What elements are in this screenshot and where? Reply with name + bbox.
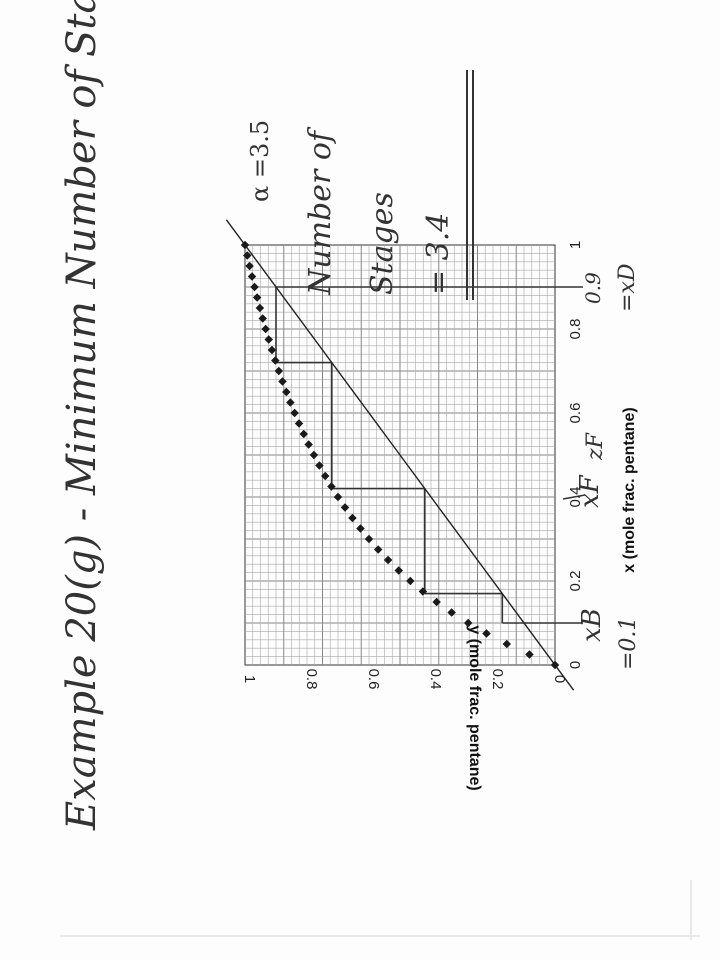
- equilibrium-point: [282, 387, 291, 397]
- equilibrium-point: [255, 303, 265, 313]
- equilibrium-point: [482, 629, 491, 638]
- y-tick-label: 0: [551, 675, 568, 683]
- equilibrium-point: [299, 429, 308, 439]
- handwritten-annotations: xB =0.1 xF zF 0.9 =xD: [575, 263, 641, 670]
- equilibrium-point: [278, 377, 287, 386]
- equilibrium-point: [290, 408, 299, 418]
- y-axis-title: y (mole frac. pentane): [466, 625, 483, 790]
- y-tick-label: 0.2: [489, 669, 506, 690]
- xd-value-annotation: 0.9: [581, 272, 605, 304]
- equilibrium-point: [264, 335, 273, 344]
- x-tick-label: 0.4: [567, 487, 584, 508]
- diagonal-line: [225, 219, 575, 691]
- equilibrium-point: [247, 272, 257, 281]
- equilibrium-point: [333, 492, 343, 502]
- xb-annotation: xB: [577, 608, 607, 642]
- equilibrium-point: [286, 398, 295, 407]
- diagonal-y-equals-x: [225, 219, 575, 691]
- equilibrium-point: [394, 566, 404, 575]
- equilibrium-point: [327, 482, 336, 491]
- scan-edge-right: [690, 880, 692, 940]
- equilibrium-point: [250, 282, 259, 292]
- equilibrium-point: [261, 324, 270, 334]
- x-axis-title: x (mole frac. pentane): [621, 407, 638, 572]
- equilibrium-point: [294, 419, 304, 428]
- equilibrium-point: [432, 597, 441, 607]
- equilibrium-point: [406, 576, 415, 586]
- equilibrium-point: [447, 608, 456, 617]
- equilibrium-point: [348, 513, 357, 523]
- equilibrium-point: [271, 356, 280, 365]
- note-line-2: Stages: [365, 192, 400, 295]
- y-tick-label: 0.8: [303, 669, 320, 690]
- equilibrium-point: [252, 293, 262, 302]
- equilibrium-point: [356, 524, 365, 533]
- equilibrium-point: [274, 366, 284, 376]
- page-title: Example 20(g) - Minimum Number of Stages: [59, 0, 105, 831]
- xb-value-annotation: =0.1: [616, 617, 641, 670]
- y-tick-labels: 0 0.2 0.4 0.6 0.8 1: [241, 669, 568, 690]
- y-tick-label: 0.4: [427, 669, 444, 690]
- marker-lines: [276, 286, 586, 624]
- x-tick-label: 0.2: [567, 571, 584, 592]
- y-tick-label: 0.6: [365, 669, 382, 690]
- xd-annotation: =xD: [615, 263, 640, 312]
- equilibrium-point: [502, 639, 512, 649]
- x-tick-label: 0: [567, 661, 584, 669]
- equilibrium-point: [267, 345, 277, 355]
- alpha-label: α =3.5: [246, 120, 274, 202]
- equilibrium-point: [364, 534, 374, 544]
- equilibrium-point: [340, 503, 350, 512]
- feed-marker-line: [562, 494, 586, 500]
- equilibrium-point: [320, 471, 330, 481]
- y-tick-label: 1: [241, 675, 258, 683]
- scan-edge-bottom: [60, 935, 700, 937]
- equilibrium-point: [418, 587, 428, 596]
- zf-annotation: zF: [583, 432, 608, 461]
- stages-note: Number of Stages = 3.4: [303, 70, 474, 300]
- equilibrium-point: [304, 440, 313, 449]
- x-tick-label: 0.6: [567, 403, 584, 424]
- equilibrium-point: [525, 650, 534, 659]
- equilibrium-point: [315, 461, 324, 470]
- note-line-3: = 3.4: [421, 213, 456, 295]
- x-tick-labels: 0 0.2 0.4 0.6 0.8 1: [567, 241, 584, 669]
- xf-annotation: xF: [575, 474, 605, 508]
- equilibrium-point: [463, 618, 473, 628]
- equilibrium-point: [258, 314, 267, 323]
- equilibrium-point: [373, 545, 383, 554]
- equilibrium-point: [383, 555, 393, 565]
- equilibrium-point: [309, 450, 319, 460]
- note-line-1: Number of: [303, 126, 338, 296]
- x-tick-label: 0.8: [567, 319, 584, 340]
- x-tick-label: 1: [567, 241, 584, 249]
